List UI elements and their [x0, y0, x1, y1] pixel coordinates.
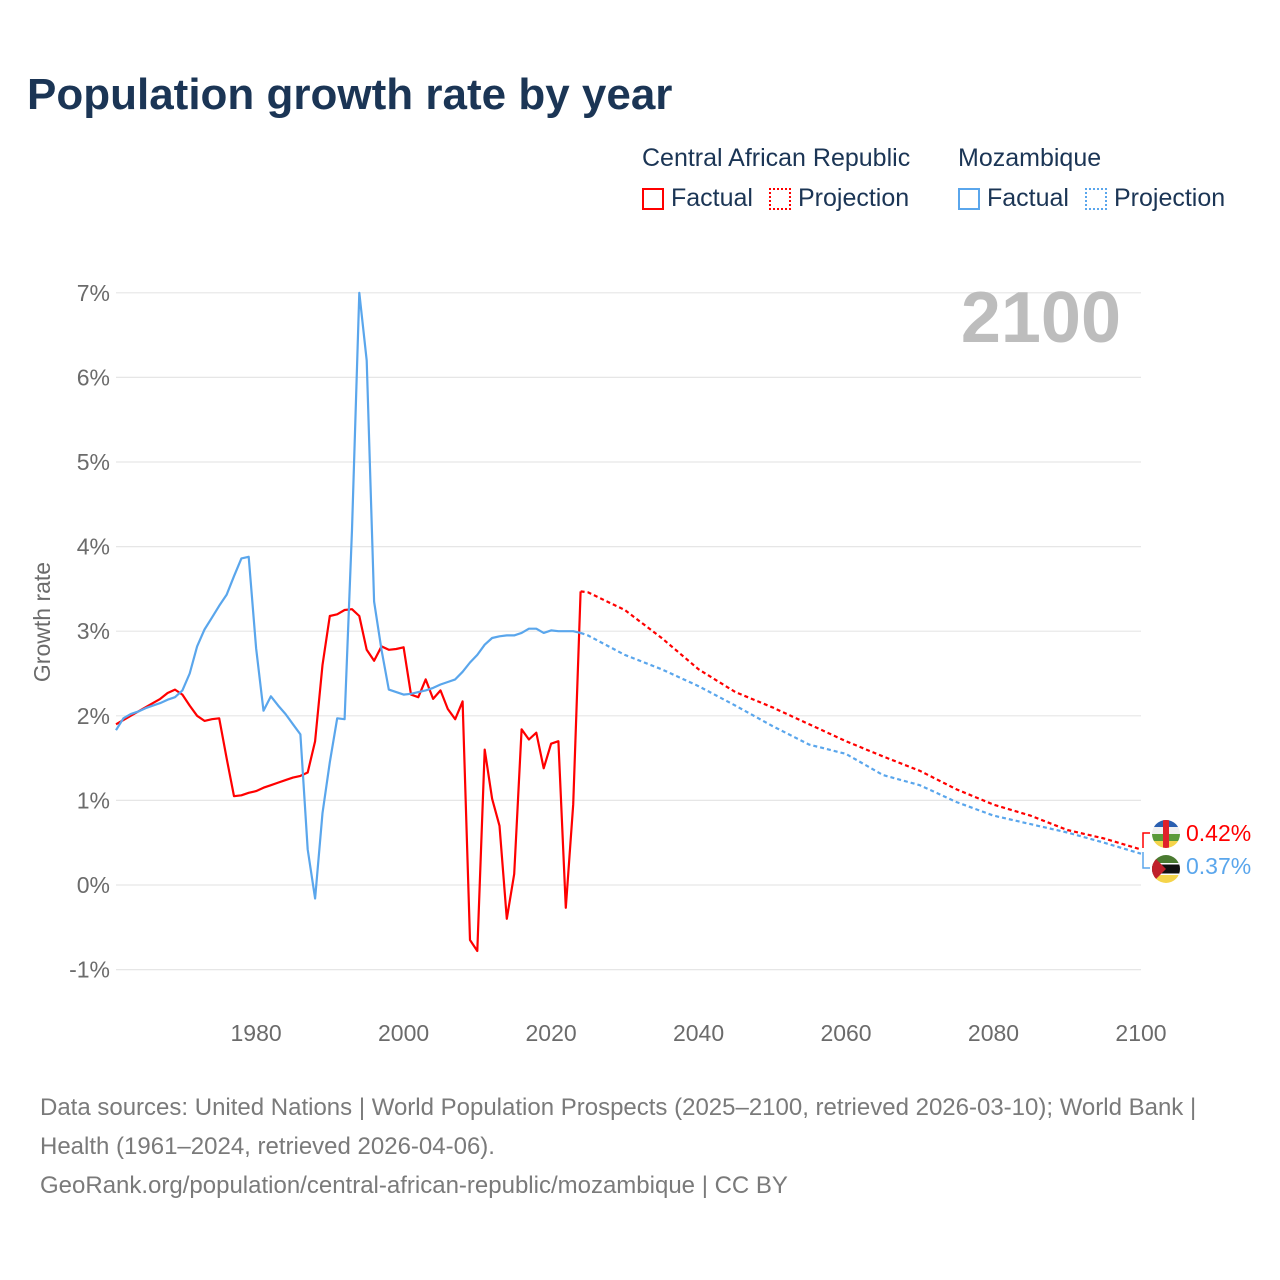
dotted-swatch-icon: [768, 187, 791, 210]
x-tick-label: 1980: [231, 1020, 282, 1046]
y-tick-label: -1%: [69, 957, 110, 983]
y-tick-label: 6%: [77, 364, 110, 390]
legend-moz-projection[interactable]: Projection: [1084, 184, 1226, 213]
legend-label: Projection: [1113, 184, 1226, 212]
legend-car: Central African Republic Factual Project…: [642, 144, 919, 213]
series-line-mozambique-factual: [115, 291, 581, 900]
series-line-mozambique-projection: [580, 631, 1142, 855]
car-flag-icon: [1152, 820, 1180, 848]
legend-moz-factual[interactable]: Factual: [958, 184, 1069, 213]
y-tick-label: 3%: [77, 618, 110, 644]
y-tick-label: 1%: [77, 787, 110, 813]
x-tick-label: 2060: [820, 1020, 871, 1046]
page-title: Population growth rate by year: [27, 70, 673, 119]
legend-label: Factual: [987, 184, 1069, 212]
x-tick-label: 2020: [525, 1020, 576, 1046]
x-tick-label: 2000: [378, 1020, 429, 1046]
year-badge: 2100: [961, 278, 1121, 358]
y-axis-label: Growth rate: [29, 562, 55, 682]
legend-label: Projection: [797, 184, 910, 212]
legend-car-title: Central African Republic: [642, 144, 911, 172]
solid-swatch-icon: [958, 187, 980, 210]
x-tick-label: 2100: [1115, 1020, 1166, 1046]
y-tick-label: 4%: [77, 534, 110, 560]
legend-moz: Mozambique Factual Projection: [958, 144, 1235, 213]
moz-end-value: 0.37%: [1186, 853, 1251, 879]
y-tick-label: 5%: [77, 449, 110, 475]
source-link[interactable]: GeoRank.org/population/central-african-r…: [40, 1172, 788, 1199]
dotted-swatch-icon: [1084, 187, 1107, 210]
x-tick-label: 2080: [968, 1020, 1019, 1046]
chart-area: -1% 0% 1% 2% 3% 4% 5% 6% 7% 1980 2000 2020 2040 2060 2…: [29, 278, 1251, 1046]
moz-end-connector: [1142, 852, 1150, 869]
y-tick-label: 2%: [77, 703, 110, 729]
legend-label: Factual: [671, 184, 753, 212]
legend-car-projection[interactable]: Projection: [768, 184, 910, 213]
solid-swatch-icon: [642, 187, 664, 210]
legend-moz-title: Mozambique: [958, 144, 1102, 172]
footer: Data sources: United Nations | World Pop…: [40, 1088, 1240, 1205]
mozambique-flag-icon: [1152, 855, 1180, 883]
car-end-value: 0.42%: [1186, 820, 1251, 846]
y-tick-label: 7%: [77, 280, 110, 306]
y-tick-label: 0%: [77, 872, 110, 898]
data-sources: Data sources: United Nations | World Pop…: [40, 1094, 1197, 1160]
series-line-central-african-republic-projection: [580, 590, 1142, 851]
car-end-connector: [1142, 832, 1150, 848]
legend-car-factual[interactable]: Factual: [642, 184, 753, 213]
x-tick-label: 2040: [673, 1020, 724, 1046]
